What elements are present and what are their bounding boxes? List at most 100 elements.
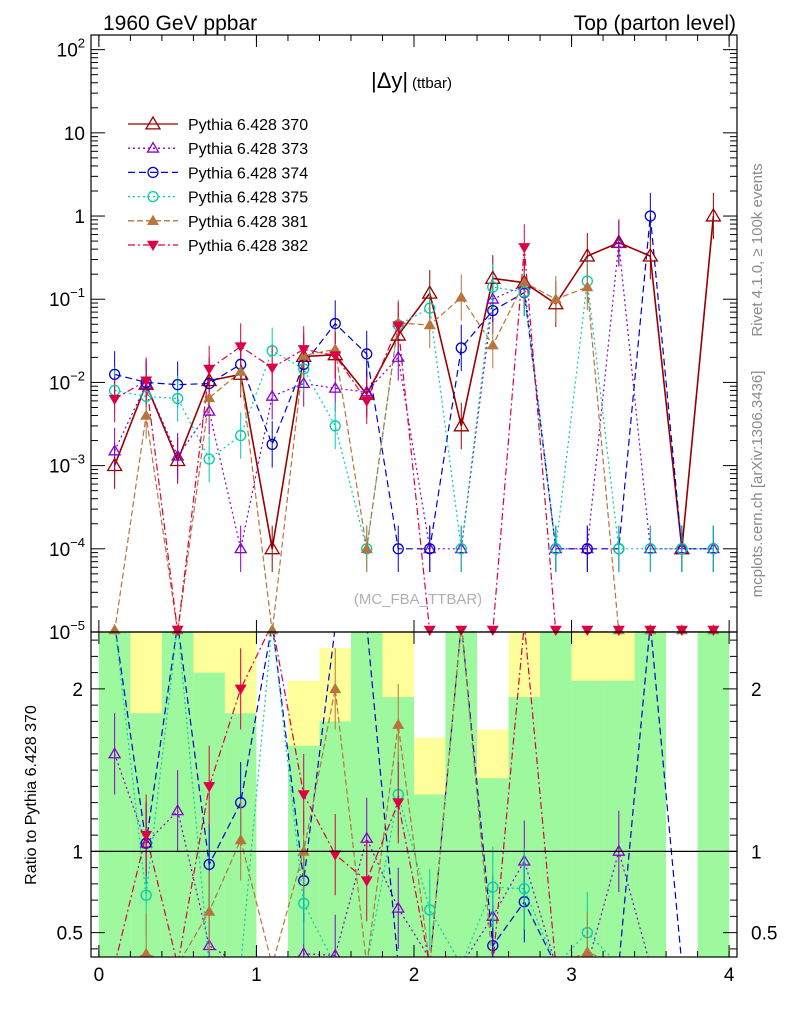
ratio-marker-0-7 <box>330 948 341 957</box>
ratio-line-4 <box>115 632 556 957</box>
marker-0-10 <box>421 284 438 299</box>
y-tick-label-3: 10−1 <box>49 285 85 311</box>
y-tick-label-2: 1 <box>74 207 85 228</box>
legend: Pythia 6.428 370 Pythia 6.428 373 Pythia 6… <box>128 115 308 255</box>
series-markers <box>106 207 722 636</box>
marker-5-13 <box>518 243 531 254</box>
marker-4-5 <box>266 624 279 635</box>
marker-5-9 <box>392 321 405 332</box>
ratio-series <box>107 632 682 957</box>
marker-2-0 <box>108 368 121 381</box>
legend-label-1: Pythia 6.428 373 <box>188 141 308 158</box>
marker-5-15 <box>581 625 594 636</box>
ratio-marker-0-0 <box>107 747 122 759</box>
mcplots-label: mcplots.cern.ch [arXiv:1306.3436] <box>749 371 766 598</box>
marker-4-11 <box>455 291 468 302</box>
marker-1-7 <box>328 381 342 393</box>
marker-4-13 <box>518 276 531 287</box>
marker-0-15 <box>579 247 596 262</box>
marker-2-2 <box>172 379 184 391</box>
ratio-marker-4-1 <box>140 830 153 842</box>
marker-5-17 <box>644 625 657 636</box>
green-band-13 <box>540 632 572 957</box>
ratio-marker-3-7 <box>329 682 342 694</box>
legend-label-4: Pythia 6.428 381 <box>188 214 308 231</box>
marker-5-5 <box>266 363 279 374</box>
marker-1-11 <box>454 542 468 554</box>
marker-1-14 <box>549 542 563 554</box>
ratio-marker-4-6 <box>297 790 310 801</box>
x-tick-label-1: 1 <box>251 965 262 986</box>
green-band-17 <box>697 632 730 957</box>
ratio-tick-label-1: 1 <box>72 842 83 863</box>
marker-1-12 <box>486 292 500 304</box>
marker-1-18 <box>675 542 689 554</box>
legend-marker-1 <box>146 141 160 153</box>
ratio-marker-3-3 <box>203 905 216 916</box>
marker-4-7 <box>329 343 342 354</box>
ratio-marker-2-13 <box>518 883 530 895</box>
y-tick-label-6: 10−4 <box>49 535 85 561</box>
series-line-1 <box>114 243 714 550</box>
marker-2-12 <box>487 304 499 317</box>
marker-5-16 <box>612 625 625 636</box>
header-right: Top (parton level) <box>574 12 736 35</box>
marker-3-1 <box>140 390 152 403</box>
ratio-marker-0-16 <box>612 844 626 856</box>
marker-1-8 <box>360 385 374 397</box>
marker-1-3 <box>202 404 216 416</box>
marker-3-5 <box>266 345 278 357</box>
marker-3-3 <box>203 453 215 465</box>
marker-5-2 <box>171 625 184 636</box>
ratio-marker-2-10 <box>424 904 436 916</box>
marker-2-11 <box>455 342 467 354</box>
y-tick-label-5: 10−3 <box>49 452 85 478</box>
x-tick-label-3: 3 <box>566 965 577 986</box>
ratio-marker-3-4 <box>234 834 247 845</box>
marker-5-19 <box>707 625 720 636</box>
marker-5-1 <box>140 376 153 387</box>
marker-0-19 <box>705 207 722 222</box>
chart-title: |Δy| <box>371 68 408 93</box>
y-tick-label-4: 10−2 <box>49 368 85 394</box>
marker-5-7 <box>329 351 342 362</box>
x-tick-label-4: 4 <box>724 965 735 986</box>
ratio-marker-0-9 <box>391 901 405 913</box>
ratio-tick-label-right-0: 2 <box>751 680 762 701</box>
marker-1-0 <box>107 444 122 456</box>
marker-5-0 <box>108 394 121 406</box>
marker-3-16 <box>613 543 625 555</box>
ratio-tick-label-right-2: 0.5 <box>751 924 777 945</box>
series-lines <box>113 192 715 632</box>
legend-marker-0 <box>144 115 162 130</box>
legend-marker-5 <box>147 240 159 251</box>
marker-3-18 <box>676 543 688 555</box>
marker-2-5 <box>266 438 278 451</box>
marker-2-9 <box>392 543 404 555</box>
legend-label-3: Pythia 6.428 375 <box>188 190 308 207</box>
marker-2-7 <box>329 317 341 330</box>
x-tick-label-2: 2 <box>409 965 420 986</box>
green-band-10 <box>445 632 478 957</box>
marker-4-15 <box>581 281 594 292</box>
ratio-tick-label-0: 2 <box>72 680 83 701</box>
marker-2-3 <box>203 377 215 390</box>
legend-marker-2 <box>147 166 159 179</box>
ratio-marker-0-2 <box>171 803 185 816</box>
marker-1-6 <box>297 376 311 389</box>
marker-5-10 <box>423 625 436 636</box>
marker-1-1 <box>139 377 153 389</box>
y-tick-label-0: 102 <box>57 36 85 62</box>
marker-3-12 <box>487 281 499 293</box>
marker-5-11 <box>455 625 468 636</box>
ratio-marker-4-8 <box>360 876 373 887</box>
marker-3-19 <box>707 543 720 555</box>
legend-marker-4 <box>147 214 159 225</box>
marker-5-8 <box>360 396 373 407</box>
marker-3-13 <box>518 286 530 298</box>
rivet-label: Rivet 4.1.0, ≥ 100k events <box>749 163 766 336</box>
green-band-16 <box>634 632 667 957</box>
marker-3-10 <box>424 302 436 314</box>
marker-1-10 <box>423 542 437 554</box>
